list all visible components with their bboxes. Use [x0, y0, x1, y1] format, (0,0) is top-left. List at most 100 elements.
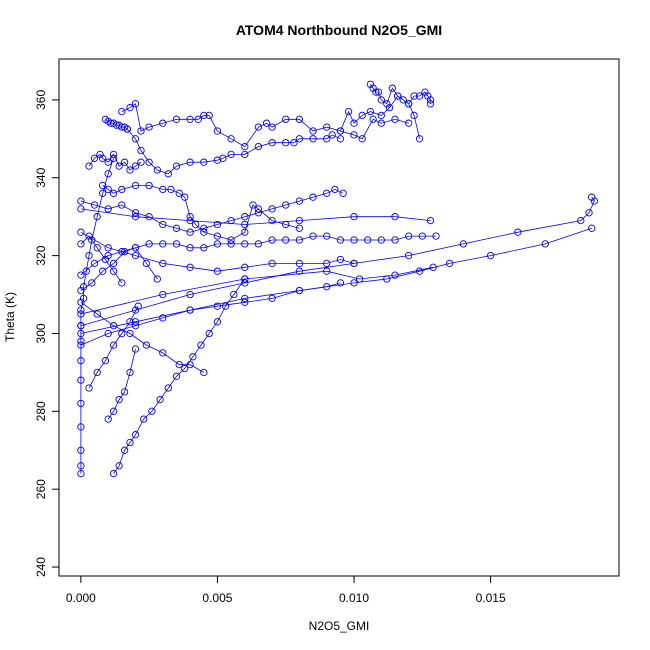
data-point — [336, 127, 345, 135]
data-point — [241, 142, 249, 151]
data-point — [227, 135, 235, 143]
data-point — [93, 244, 101, 252]
data-point — [126, 329, 134, 338]
data-point — [405, 100, 413, 108]
data-point — [249, 201, 257, 209]
data-point — [90, 259, 99, 268]
data-point — [254, 209, 263, 217]
data-point — [186, 158, 194, 166]
data-point — [268, 123, 276, 131]
data-point — [213, 318, 222, 326]
data-point — [309, 127, 317, 135]
data-point — [194, 115, 202, 123]
y-tick-label: 340 — [34, 167, 48, 187]
data-point — [118, 107, 126, 116]
data-point — [109, 322, 118, 330]
series-segment — [85, 302, 142, 392]
data-point — [200, 224, 208, 232]
data-point — [426, 96, 435, 104]
data-point — [399, 96, 407, 104]
data-point — [115, 162, 123, 170]
series-segment — [123, 125, 345, 178]
data-point — [336, 279, 345, 287]
data-point — [109, 341, 118, 349]
y-axis: 240 260 280 300 320 340 360 — [34, 90, 59, 577]
data-point — [90, 154, 99, 162]
data-point — [104, 329, 112, 338]
data-point — [186, 213, 194, 221]
data-point — [126, 104, 134, 112]
data-point — [131, 135, 140, 143]
data-point — [145, 158, 153, 166]
series-segment — [77, 263, 437, 318]
data-point — [126, 438, 134, 447]
data-point — [350, 236, 358, 244]
y-tick-label: 260 — [34, 479, 48, 499]
data-point — [109, 407, 118, 415]
data-point — [159, 349, 167, 357]
data-point — [93, 213, 101, 221]
data-point — [85, 384, 93, 392]
data-point — [282, 115, 290, 123]
data-point — [415, 267, 424, 275]
data-point — [164, 384, 172, 392]
series-line — [80, 235, 436, 276]
data-point — [410, 111, 418, 120]
data-point — [101, 255, 110, 264]
data-point — [153, 166, 161, 174]
data-point — [323, 283, 331, 291]
data-point — [282, 139, 290, 147]
data-point — [164, 170, 172, 178]
data-point — [172, 372, 181, 380]
data-point — [77, 376, 85, 384]
data-point — [350, 131, 358, 139]
data-point — [339, 189, 347, 197]
data-point — [140, 415, 148, 423]
series-segment — [77, 232, 440, 279]
data-point — [268, 205, 276, 213]
data-point — [336, 255, 345, 264]
y-tick-label: 280 — [34, 401, 48, 421]
series-line — [80, 196, 595, 327]
x-tick-label: 0.005 — [202, 591, 232, 605]
data-point — [137, 158, 145, 166]
y-axis-label: Theta (K) — [3, 292, 17, 342]
data-point — [227, 150, 235, 159]
data-point — [186, 290, 194, 299]
data-point — [172, 224, 181, 232]
data-point — [486, 251, 495, 260]
series-segment — [99, 181, 304, 244]
data-point — [415, 135, 424, 143]
data-point — [159, 240, 167, 248]
data-point — [115, 462, 123, 470]
y-tick-label: 360 — [34, 90, 48, 110]
data-point — [200, 111, 208, 120]
data-point — [131, 162, 140, 170]
data-point — [577, 216, 585, 225]
data-point — [290, 139, 298, 147]
data-point — [85, 251, 93, 260]
data-point — [268, 139, 276, 147]
data-point — [295, 115, 304, 123]
data-point — [377, 111, 385, 120]
series-segment — [118, 100, 413, 151]
data-point — [350, 279, 358, 287]
chart-title: ATOM4 Northbound N2O5_GMI — [236, 22, 442, 38]
data-point — [159, 119, 167, 127]
data-point — [213, 240, 222, 248]
data-point — [268, 216, 276, 225]
data-point — [118, 185, 126, 194]
data-point — [336, 135, 345, 143]
data-point — [295, 135, 304, 143]
data-point — [295, 236, 304, 244]
data-point — [358, 111, 366, 120]
data-point — [200, 228, 208, 236]
data-point — [186, 263, 194, 271]
data-point — [99, 267, 107, 275]
data-point — [241, 263, 249, 271]
data-point — [93, 368, 101, 377]
series-line — [126, 128, 341, 175]
data-point — [77, 228, 85, 236]
data-point — [213, 302, 222, 310]
data-point — [268, 294, 276, 303]
